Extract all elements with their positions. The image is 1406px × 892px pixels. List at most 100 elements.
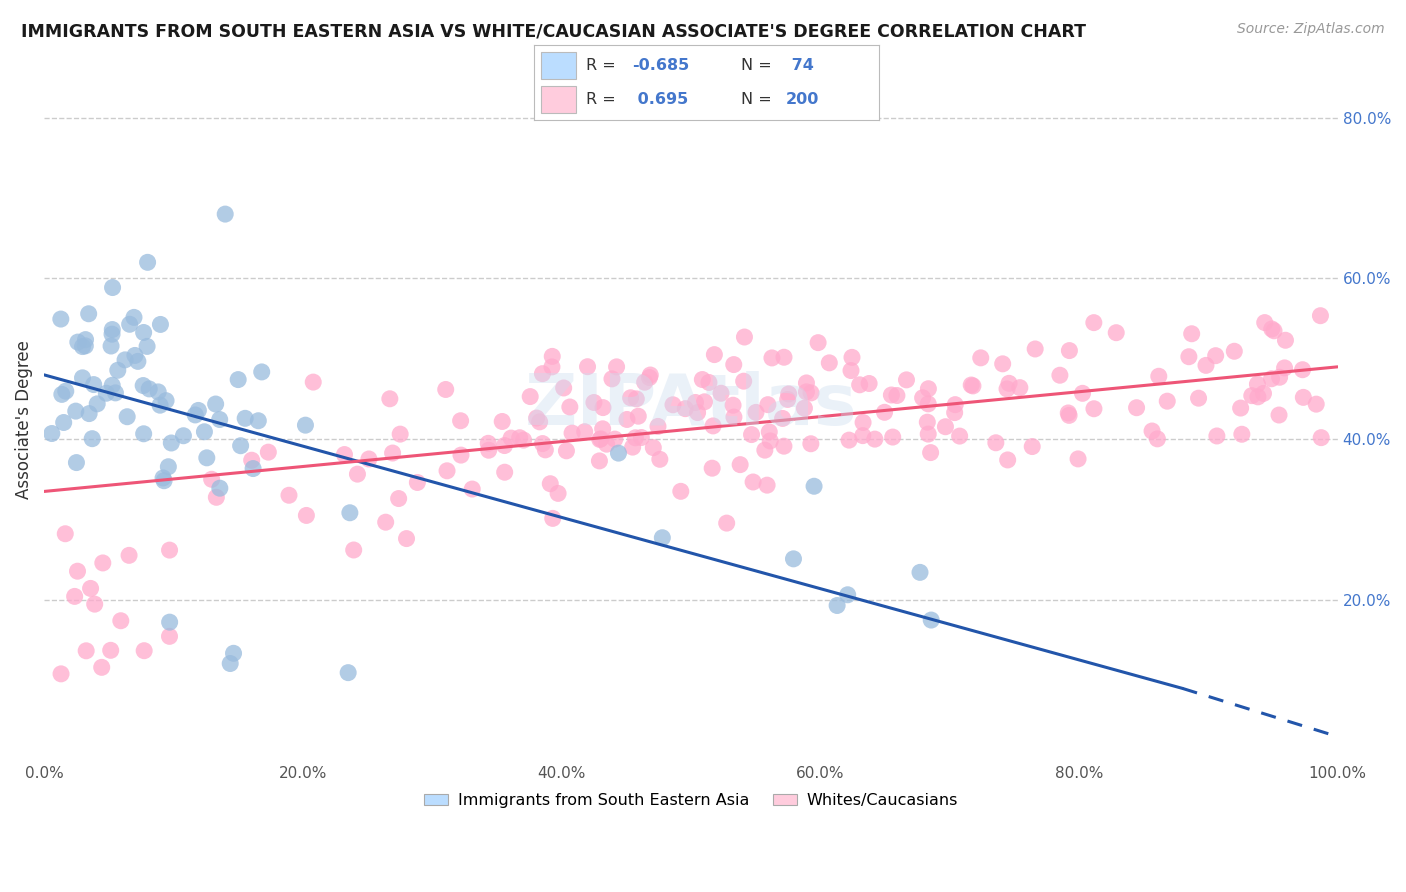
- Point: [638, 370, 661, 384]
- Point: [136, 255, 159, 269]
- Point: [541, 350, 564, 364]
- Point: [626, 392, 648, 406]
- Point: [917, 415, 939, 429]
- Point: [75, 644, 97, 658]
- Point: [205, 491, 228, 505]
- Point: [157, 459, 180, 474]
- Point: [1105, 326, 1128, 340]
- Point: [63, 590, 86, 604]
- Point: [222, 646, 245, 660]
- Point: [776, 392, 799, 407]
- Point: [132, 378, 155, 392]
- Point: [818, 356, 841, 370]
- Point: [66, 564, 89, 578]
- Point: [991, 357, 1014, 371]
- Point: [589, 433, 612, 447]
- Point: [782, 552, 804, 566]
- Point: [100, 643, 122, 657]
- Point: [381, 446, 404, 460]
- Point: [395, 532, 418, 546]
- Point: [1253, 386, 1275, 401]
- Point: [1057, 406, 1080, 420]
- Point: [529, 415, 551, 429]
- Point: [716, 516, 738, 530]
- Point: [606, 359, 628, 374]
- Point: [970, 351, 993, 365]
- Point: [1254, 316, 1277, 330]
- Point: [1268, 370, 1291, 384]
- Y-axis label: Associate's Degree: Associate's Degree: [15, 340, 32, 499]
- Point: [960, 378, 983, 392]
- Point: [136, 339, 159, 353]
- Point: [1021, 440, 1043, 454]
- Point: [651, 531, 673, 545]
- Point: [741, 427, 763, 442]
- Point: [838, 433, 860, 447]
- Point: [388, 491, 411, 506]
- Point: [72, 340, 94, 354]
- Point: [512, 433, 534, 447]
- Point: [745, 405, 768, 419]
- Point: [702, 418, 724, 433]
- Point: [669, 484, 692, 499]
- Point: [728, 458, 751, 472]
- Point: [1205, 429, 1227, 443]
- Point: [96, 386, 118, 401]
- Point: [1261, 322, 1284, 336]
- Point: [450, 414, 472, 428]
- Point: [86, 397, 108, 411]
- Point: [759, 434, 782, 448]
- Point: [159, 543, 181, 558]
- Point: [778, 387, 800, 401]
- Point: [621, 440, 644, 454]
- Point: [627, 409, 650, 424]
- Point: [101, 322, 124, 336]
- Text: R =: R =: [586, 92, 621, 107]
- Point: [703, 348, 725, 362]
- Point: [114, 352, 136, 367]
- Point: [477, 436, 499, 450]
- Point: [184, 408, 207, 422]
- Point: [943, 406, 966, 420]
- Point: [588, 454, 610, 468]
- Point: [943, 398, 966, 412]
- Point: [1067, 451, 1090, 466]
- Point: [756, 478, 779, 492]
- Point: [531, 367, 554, 381]
- Point: [643, 441, 665, 455]
- Text: IMMIGRANTS FROM SOUTH EASTERN ASIA VS WHITE/CAUCASIAN ASSOCIATE'S DEGREE CORRELA: IMMIGRANTS FROM SOUTH EASTERN ASIA VS WH…: [21, 22, 1085, 40]
- Point: [630, 430, 652, 444]
- Point: [733, 374, 755, 388]
- Point: [302, 375, 325, 389]
- Point: [1291, 362, 1313, 376]
- Point: [1263, 324, 1285, 338]
- Point: [77, 407, 100, 421]
- Point: [547, 486, 569, 500]
- Text: ZIPAtlas: ZIPAtlas: [524, 371, 858, 440]
- Point: [607, 446, 630, 460]
- Point: [53, 526, 76, 541]
- Point: [193, 425, 215, 439]
- Point: [773, 350, 796, 364]
- Point: [1146, 432, 1168, 446]
- Point: [240, 453, 263, 467]
- Point: [1205, 349, 1227, 363]
- Point: [858, 376, 880, 391]
- Point: [825, 599, 848, 613]
- Point: [800, 436, 823, 450]
- Point: [920, 613, 942, 627]
- Point: [702, 461, 724, 475]
- Point: [553, 381, 575, 395]
- Point: [195, 450, 218, 465]
- Point: [1309, 309, 1331, 323]
- Point: [576, 359, 599, 374]
- Point: [79, 582, 101, 596]
- Point: [132, 426, 155, 441]
- Point: [346, 467, 368, 482]
- Point: [91, 556, 114, 570]
- Point: [118, 318, 141, 332]
- Point: [333, 448, 356, 462]
- Point: [917, 397, 939, 411]
- Point: [841, 351, 863, 365]
- Point: [1156, 394, 1178, 409]
